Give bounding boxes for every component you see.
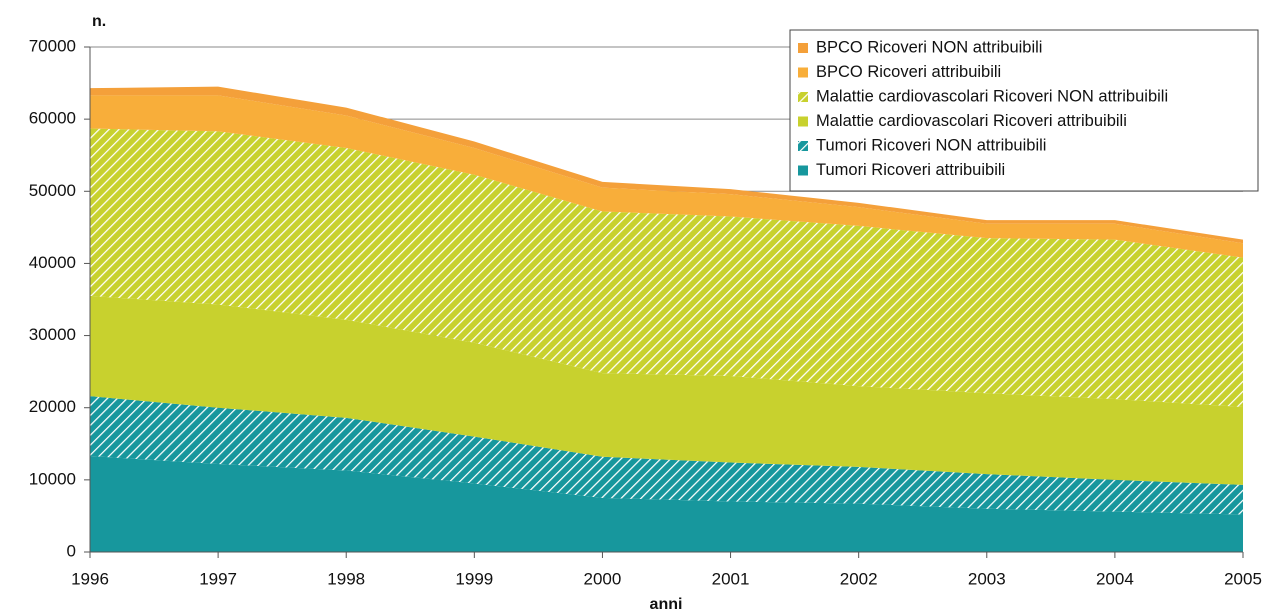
area bbox=[90, 95, 1243, 258]
x-tick-label: 2005 bbox=[1224, 569, 1262, 588]
x-tick-label: 2000 bbox=[584, 569, 622, 588]
legend-label: Malattie cardiovascolari Ricoveri attrib… bbox=[816, 112, 1127, 130]
y-tick-label: 10000 bbox=[29, 469, 76, 488]
legend-label: BPCO Ricoveri attribuibili bbox=[816, 63, 1001, 81]
legend-label: Malattie cardiovascolari Ricoveri NON at… bbox=[816, 87, 1168, 105]
y-tick-label: 70000 bbox=[29, 36, 76, 55]
x-tick-label: 2004 bbox=[1096, 569, 1134, 588]
y-tick-label: 50000 bbox=[29, 181, 76, 200]
y-axis-label: n. bbox=[92, 13, 106, 30]
legend-label: Tumori Ricoveri attribuibili bbox=[816, 161, 1005, 179]
y-tick-label: 60000 bbox=[29, 109, 76, 128]
area bbox=[90, 295, 1243, 485]
y-tick-label: 20000 bbox=[29, 397, 76, 416]
legend-swatch bbox=[798, 67, 808, 78]
area bbox=[90, 396, 1243, 515]
legend-swatch bbox=[798, 141, 808, 151]
x-tick-label: 1999 bbox=[455, 569, 493, 588]
x-axis-label: anni bbox=[650, 596, 683, 613]
x-tick-label: 2003 bbox=[968, 569, 1006, 588]
legend-swatch bbox=[798, 165, 808, 176]
x-tick-label: 1996 bbox=[71, 569, 109, 588]
legend-label: BPCO Ricoveri NON attribuibili bbox=[816, 38, 1042, 56]
area bbox=[90, 128, 1243, 407]
legend-swatch bbox=[798, 92, 808, 102]
legend-box bbox=[789, 29, 1259, 192]
x-tick-label: 1997 bbox=[199, 569, 237, 588]
legend-swatch bbox=[798, 43, 808, 53]
y-tick-label: 30000 bbox=[29, 325, 76, 344]
legend-swatch bbox=[798, 116, 808, 127]
x-tick-label: 2002 bbox=[840, 569, 878, 588]
area bbox=[90, 456, 1243, 552]
x-tick-label: 2001 bbox=[712, 569, 750, 588]
y-tick-label: 40000 bbox=[29, 253, 76, 272]
y-tick-label: 0 bbox=[67, 541, 76, 560]
x-tick-label: 1998 bbox=[327, 569, 365, 588]
legend-label: Tumori Ricoveri NON attribuibili bbox=[816, 136, 1046, 154]
